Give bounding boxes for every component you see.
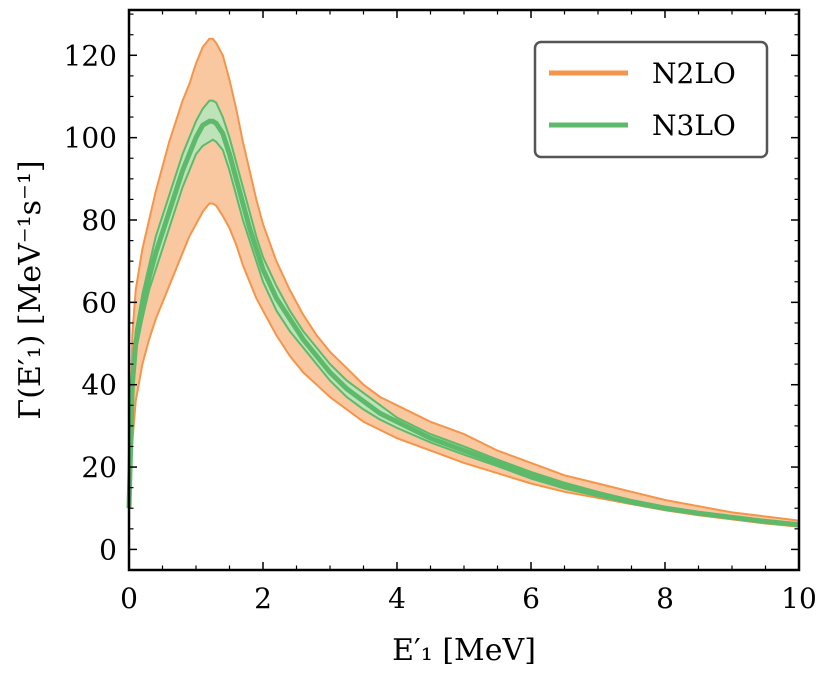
- legend: N2LO N3LO: [533, 40, 769, 159]
- legend-label-n3lo: N3LO: [652, 109, 736, 142]
- x-axis-label: E′₁ [MeV]: [392, 633, 536, 668]
- x-tick-label-1: 2: [254, 582, 272, 615]
- n3lo-center-line: [126, 118, 800, 528]
- lines-layer: [126, 37, 800, 528]
- y-tick-label-5: 100: [64, 122, 117, 155]
- y-axis-label: Γ(E′₁) [MeV⁻¹s⁻¹]: [13, 160, 48, 419]
- n3lo-lower-line: [128, 138, 800, 527]
- y-tick-label-2: 40: [81, 369, 117, 402]
- y-tick-label-1: 20: [81, 451, 117, 484]
- x-tick-label-5: 10: [781, 582, 817, 615]
- y-tick-label-4: 80: [81, 204, 117, 237]
- x-tick-label-3: 6: [522, 582, 540, 615]
- y-tick-label-3: 60: [81, 286, 117, 319]
- x-tick-label-4: 8: [656, 582, 674, 615]
- x-tick-label-2: 4: [388, 582, 406, 615]
- x-tick-label-0: 0: [120, 582, 138, 615]
- y-tick-label-6: 120: [64, 39, 117, 72]
- n2lo-lower-line: [128, 202, 800, 528]
- n2lo-upper-line: [128, 37, 800, 522]
- y-tick-label-0: 0: [99, 533, 117, 566]
- n3lo-upper-line: [128, 99, 800, 525]
- legend-label-n2lo: N2LO: [652, 57, 736, 90]
